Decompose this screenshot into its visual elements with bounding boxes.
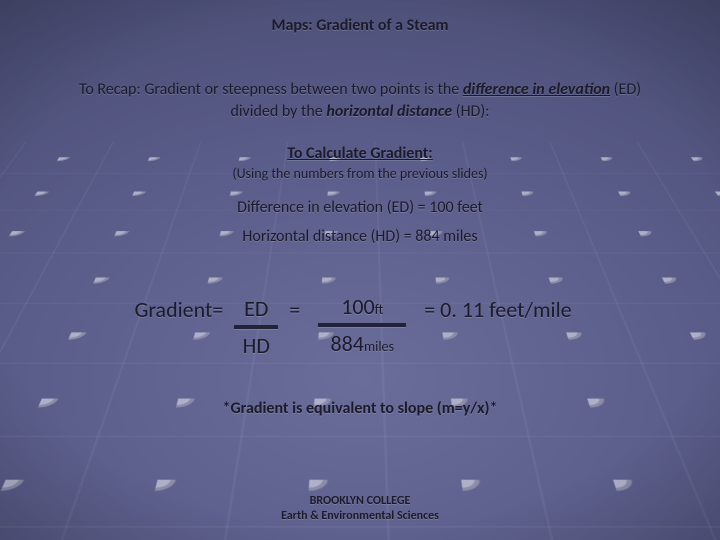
calc-heading: To Calculate Gradient: [0,144,720,163]
ed-line: Difference in elevation (ED) = 100 feet [0,198,720,217]
recap-text: To Recap: Gradient or steepness between … [0,79,720,122]
footer-line1: BROOKLYN COLLEGE [0,494,720,509]
frac2-top-unit: ft [375,301,384,318]
recap-mid: divided by the [230,102,326,121]
gradient-formula: Gradient= ED HD = 100ft 884miles = 0. 11… [0,294,720,359]
hd-line: Horizontal distance (HD) = 884 miles [0,227,720,246]
frac2-bot-num: 884 [330,330,363,357]
fraction-bar-icon [234,325,278,329]
recap-paren1: (ED) [610,80,641,99]
recap-prefix: To Recap: Gradient or steepness between … [79,80,463,99]
formula-fraction-numeric: 100ft 884miles [318,294,406,357]
frac2-top-num: 100 [341,293,374,320]
frac2-bot-unit: miles [364,338,394,355]
footer-line2: Earth & Environmental Sciences [0,509,720,524]
formula-lhs: Gradient= ED HD = [134,294,300,359]
recap-em2: horizontal distance [326,102,452,121]
recap-em1: difference in elevation [463,80,610,99]
frac1-top: ED [244,296,268,321]
formula-rhs: = 0. 11 feet/mile [424,294,571,323]
recap-paren2: (HD): [452,102,489,121]
calc-subheading: (Using the numbers from the previous sli… [0,165,720,182]
footer: BROOKLYN COLLEGE Earth & Environmental S… [0,494,720,524]
slide-content: Maps: Gradient of a Steam To Recap: Grad… [0,0,720,540]
slide-title: Maps: Gradient of a Steam [0,0,720,35]
fraction-bar-icon [318,323,406,327]
frac1-bot: HD [243,333,270,358]
slope-note: *Gradient is equivalent to slope (m=y/x)… [0,399,720,418]
